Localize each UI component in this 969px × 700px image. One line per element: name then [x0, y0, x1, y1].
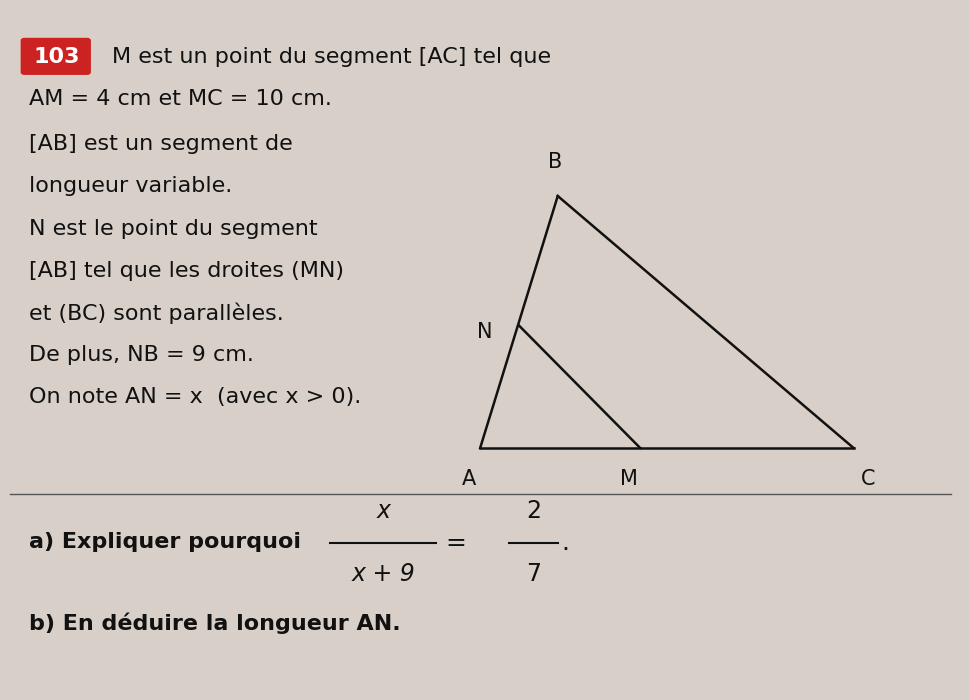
- Text: b) En déduire la longueur AN.: b) En déduire la longueur AN.: [29, 612, 400, 634]
- Text: et (BC) sont parallèles.: et (BC) sont parallèles.: [29, 302, 284, 323]
- Text: 103: 103: [33, 47, 79, 66]
- Text: 7: 7: [525, 562, 541, 586]
- Text: N: N: [477, 323, 492, 342]
- Text: A: A: [461, 469, 475, 489]
- Text: a) Expliquer pourquoi: a) Expliquer pourquoi: [29, 533, 300, 552]
- Text: De plus, NB = 9 cm.: De plus, NB = 9 cm.: [29, 345, 254, 365]
- Text: 2: 2: [525, 499, 541, 523]
- Text: N est le point du segment: N est le point du segment: [29, 219, 318, 239]
- Text: x + 9: x + 9: [351, 562, 415, 586]
- Text: .: .: [561, 531, 569, 554]
- FancyBboxPatch shape: [21, 38, 90, 74]
- Text: C: C: [860, 469, 874, 489]
- Text: longueur variable.: longueur variable.: [29, 176, 233, 195]
- Text: On note AN = x  (avec x > 0).: On note AN = x (avec x > 0).: [29, 387, 361, 407]
- Text: =: =: [445, 531, 466, 554]
- Text: [AB] tel que les droites (MN): [AB] tel que les droites (MN): [29, 261, 344, 281]
- Text: B: B: [547, 151, 561, 172]
- Text: AM = 4 cm et MC = 10 cm.: AM = 4 cm et MC = 10 cm.: [29, 90, 331, 109]
- Text: x: x: [376, 499, 390, 523]
- Text: M est un point du segment [AC] tel que: M est un point du segment [AC] tel que: [111, 47, 550, 66]
- Text: [AB] est un segment de: [AB] est un segment de: [29, 134, 293, 153]
- Text: M: M: [619, 469, 637, 489]
